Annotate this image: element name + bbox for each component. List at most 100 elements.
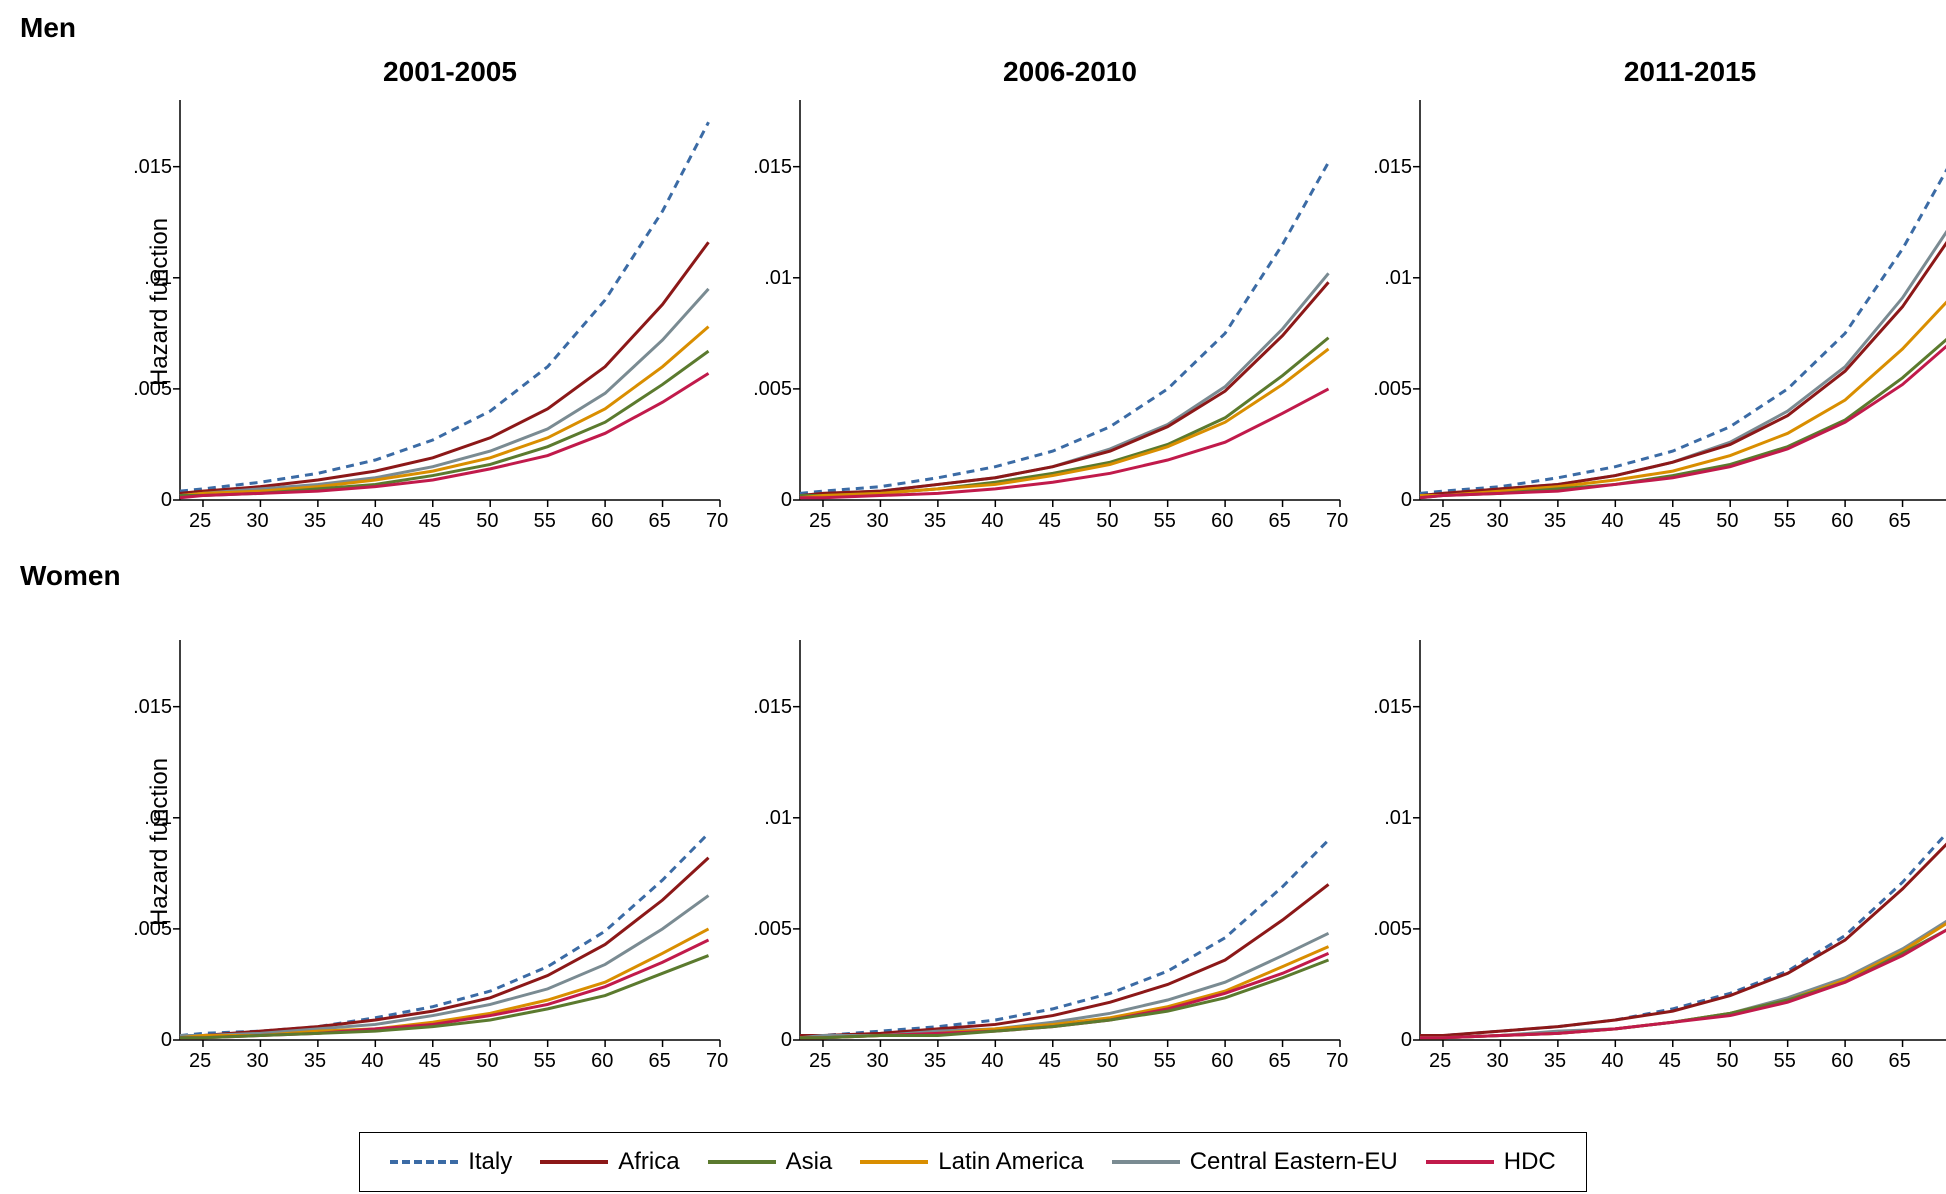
xtick-label: 45 <box>1659 1050 1681 1073</box>
legend-item-africa: Africa <box>540 1148 679 1176</box>
panel-men_2001_2005: 2001-2005Hazard function0.005.01.0152530… <box>180 100 720 500</box>
panel-grid: 2001-2005Hazard function0.005.01.0152530… <box>60 0 1900 1100</box>
panel-title: 2011-2015 <box>1420 56 1946 88</box>
figure: Men Women 2001-2005Hazard function0.005.… <box>0 0 1946 1194</box>
plot-svg <box>180 640 720 1040</box>
series-latam <box>180 327 709 496</box>
xtick-label: 60 <box>1211 510 1233 533</box>
xtick-label: 35 <box>924 510 946 533</box>
ytick-label: .01 <box>732 807 792 830</box>
legend-item-latam: Latin America <box>860 1148 1083 1176</box>
xtick-label: 55 <box>534 510 556 533</box>
panel-title: 2001-2005 <box>180 56 720 88</box>
series-africa <box>800 884 1329 1035</box>
xtick-label: 45 <box>1039 1050 1061 1073</box>
xtick-label: 55 <box>1154 510 1176 533</box>
series-africa <box>1420 842 1946 1035</box>
series-ceeu <box>1420 229 1946 496</box>
ytick-label: .005 <box>112 918 172 941</box>
ytick-label: 0 <box>732 1029 792 1052</box>
legend-swatch-asia <box>708 1160 776 1164</box>
xtick-label: 60 <box>1211 1050 1233 1073</box>
ytick-label: 0 <box>112 1029 172 1052</box>
xtick-label: 50 <box>1096 1050 1118 1073</box>
xtick-label: 70 <box>1326 1050 1348 1073</box>
ytick-label: .01 <box>112 807 172 830</box>
legend-label-hdc: HDC <box>1504 1148 1556 1176</box>
ytick-label: 0 <box>1352 1029 1412 1052</box>
xtick-label: 65 <box>1889 1050 1911 1073</box>
xtick-label: 45 <box>419 1050 441 1073</box>
xtick-label: 30 <box>1486 510 1508 533</box>
xtick-label: 35 <box>924 1050 946 1073</box>
xtick-label: 65 <box>649 1050 671 1073</box>
legend: Italy Africa Asia Latin America Central East… <box>359 1132 1587 1192</box>
panel-title: 2006-2010 <box>800 56 1340 88</box>
series-africa <box>800 282 1329 495</box>
ytick-label: .015 <box>732 696 792 719</box>
xtick-label: 30 <box>246 510 268 533</box>
series-italy <box>1420 167 1946 494</box>
ytick-label: .01 <box>112 267 172 290</box>
ytick-label: .005 <box>732 378 792 401</box>
series-latam <box>800 349 1329 498</box>
xtick-label: 70 <box>1326 510 1348 533</box>
xtick-label: 35 <box>304 510 326 533</box>
xtick-label: 60 <box>591 510 613 533</box>
xtick-label: 40 <box>1601 1050 1623 1073</box>
xtick-label: 55 <box>1774 1050 1796 1073</box>
series-africa <box>180 242 709 493</box>
legend-label-italy: Italy <box>468 1148 512 1176</box>
xtick-label: 50 <box>476 510 498 533</box>
xtick-label: 50 <box>1716 1050 1738 1073</box>
xtick-label: 35 <box>1544 510 1566 533</box>
legend-label-latam: Latin America <box>938 1148 1083 1176</box>
xtick-label: 40 <box>981 510 1003 533</box>
xtick-label: 55 <box>1774 510 1796 533</box>
legend-swatch-ceeu <box>1112 1160 1180 1164</box>
ytick-label: .005 <box>732 918 792 941</box>
legend-item-italy: Italy <box>390 1148 512 1176</box>
xtick-label: 40 <box>1601 510 1623 533</box>
series-italy <box>180 122 709 491</box>
series-hdc <box>1420 929 1946 1038</box>
xtick-label: 45 <box>1659 510 1681 533</box>
xtick-label: 50 <box>476 1050 498 1073</box>
legend-swatch-latam <box>860 1160 928 1164</box>
xtick-label: 50 <box>1716 510 1738 533</box>
series-italy <box>180 833 709 1035</box>
series-hdc <box>1420 344 1946 497</box>
y-axis-label: Hazard function <box>146 752 174 932</box>
xtick-label: 55 <box>1154 1050 1176 1073</box>
xtick-label: 35 <box>304 1050 326 1073</box>
series-asia <box>180 956 709 1038</box>
xtick-label: 35 <box>1544 1050 1566 1073</box>
ytick-label: .01 <box>732 267 792 290</box>
plot-svg <box>1420 100 1946 500</box>
xtick-label: 40 <box>361 510 383 533</box>
xtick-label: 25 <box>189 510 211 533</box>
panel-men_2006_2010: 2006-20100.005.01.0152530354045505560657… <box>800 100 1340 500</box>
panel-men_2011_2015: 2011-20150.005.01.0152530354045505560657… <box>1420 100 1946 500</box>
panel-women_2001_2005: Hazard function0.005.01.0152530354045505… <box>180 640 720 1040</box>
xtick-label: 30 <box>866 510 888 533</box>
series-africa <box>180 858 709 1036</box>
xtick-label: 30 <box>866 1050 888 1073</box>
series-ceeu <box>180 896 709 1036</box>
xtick-label: 25 <box>189 1050 211 1073</box>
xtick-label: 65 <box>649 510 671 533</box>
xtick-label: 65 <box>1889 510 1911 533</box>
xtick-label: 70 <box>706 510 728 533</box>
series-italy <box>800 840 1329 1036</box>
series-italy <box>1420 831 1946 1035</box>
legend-item-asia: Asia <box>708 1148 833 1176</box>
ytick-label: .015 <box>732 156 792 179</box>
xtick-label: 25 <box>1429 510 1451 533</box>
legend-item-ceeu: Central Eastern-EU <box>1112 1148 1398 1176</box>
legend-item-hdc: HDC <box>1426 1148 1556 1176</box>
xtick-label: 30 <box>1486 1050 1508 1073</box>
ytick-label: 0 <box>1352 489 1412 512</box>
xtick-label: 60 <box>591 1050 613 1073</box>
panel-women_2011_2015: 0.005.01.01525303540455055606570 <box>1420 640 1946 1040</box>
xtick-label: 30 <box>246 1050 268 1073</box>
